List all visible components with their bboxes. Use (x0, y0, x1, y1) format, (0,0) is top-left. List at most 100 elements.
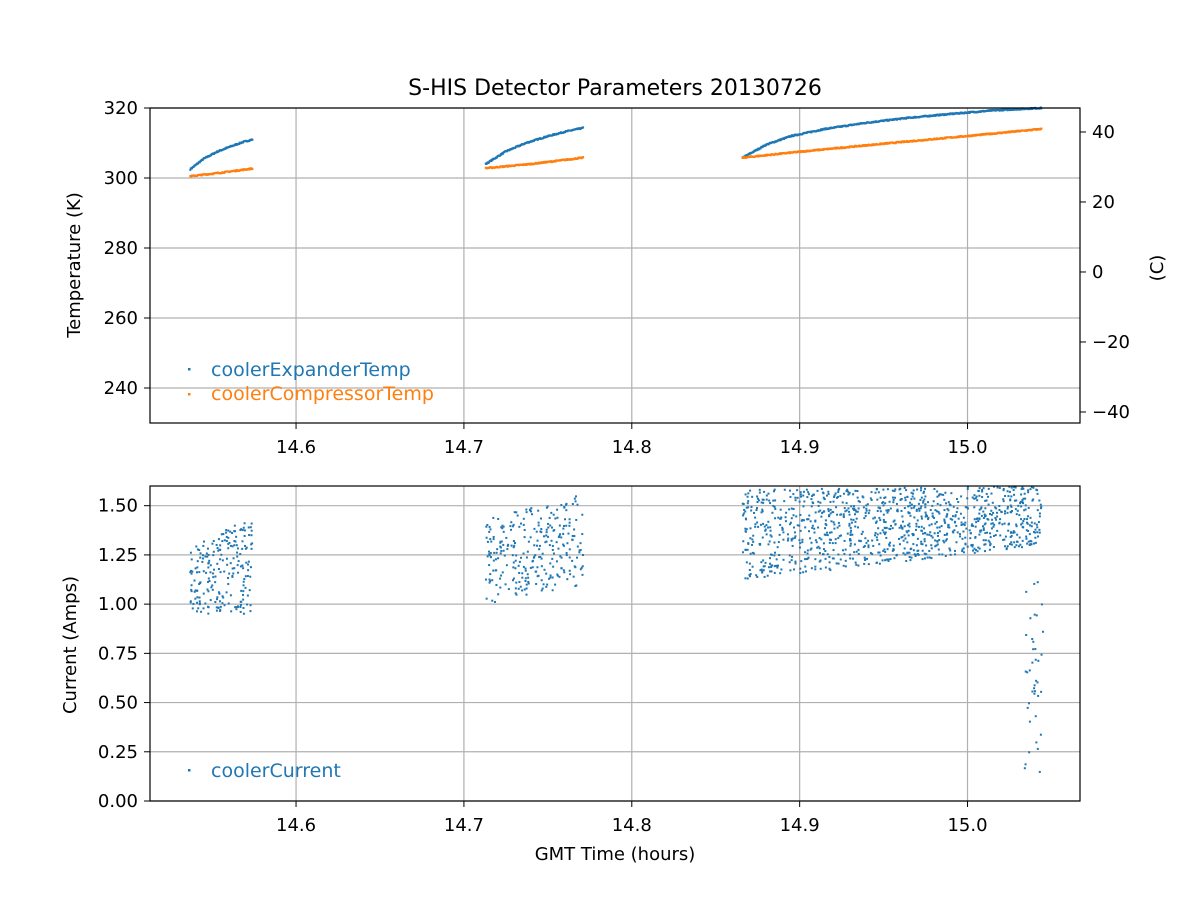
current-point (937, 510, 940, 513)
current-point (875, 536, 878, 539)
current-point (526, 550, 529, 553)
current-point (988, 541, 991, 544)
current-point (189, 601, 192, 604)
current-point (746, 577, 749, 580)
current-point (551, 557, 554, 560)
current-point (756, 507, 758, 510)
current-point (1037, 659, 1040, 662)
current-point (239, 605, 242, 608)
current-point (748, 562, 751, 565)
current-point (990, 522, 993, 525)
current-point (789, 521, 792, 524)
current-point (916, 488, 919, 491)
current-point (1029, 488, 1032, 491)
current-point (788, 561, 791, 564)
current-point (885, 526, 888, 529)
temp-point-coolerExpanderTemp (209, 154, 212, 157)
current-point (851, 557, 854, 560)
current-point (938, 526, 941, 529)
current-point (966, 486, 969, 489)
temp-point-coolerCompressorTemp (840, 147, 843, 150)
current-point (1033, 522, 1036, 525)
current-point (755, 574, 758, 577)
current-point (488, 525, 491, 528)
current-point (551, 544, 554, 547)
current-point (247, 563, 250, 566)
current-point (489, 528, 492, 531)
current-point (999, 518, 1002, 521)
current-point (501, 527, 504, 530)
temp-point-coolerExpanderTemp (927, 115, 930, 118)
current-point (912, 549, 915, 552)
current-point (1026, 518, 1029, 521)
current-point (217, 538, 220, 541)
celsius-y-label: (C) (1147, 255, 1168, 282)
current-y-label: Current (Amps) (60, 576, 81, 714)
current-point (810, 547, 813, 550)
current-point (986, 531, 989, 534)
current-point (571, 538, 574, 541)
current-point (1029, 539, 1032, 542)
current-point (893, 519, 896, 522)
current-point (196, 560, 199, 563)
current-point (882, 513, 885, 516)
current-point (829, 569, 832, 572)
current-point (991, 522, 994, 525)
current-point (791, 537, 794, 540)
current-point (546, 583, 549, 586)
current-point (1022, 526, 1025, 529)
current-point (854, 561, 857, 564)
current-point (751, 538, 754, 541)
current-point (834, 492, 837, 495)
current-point (853, 508, 856, 511)
current-point (877, 527, 880, 530)
current-point (907, 534, 910, 537)
current-point (925, 544, 928, 547)
current-point (1013, 546, 1016, 549)
current-point (558, 535, 561, 538)
current-point (855, 563, 858, 566)
current-point (877, 506, 880, 509)
current-point (841, 501, 844, 504)
current-point (788, 508, 791, 511)
current-point (1027, 489, 1030, 492)
current-point (515, 593, 518, 596)
current-point (949, 549, 952, 552)
current-point (923, 540, 926, 543)
current-point (1024, 504, 1027, 507)
current-point (486, 523, 489, 526)
current-point (984, 539, 987, 542)
current-point (883, 548, 886, 551)
current-point (922, 500, 925, 503)
current-point (915, 525, 918, 528)
current-point (970, 524, 973, 527)
current-point (194, 597, 197, 600)
current-point (201, 554, 204, 557)
current-point (844, 510, 847, 513)
current-point (911, 495, 914, 498)
current-point (862, 546, 865, 549)
current-point (215, 609, 218, 612)
current-point (578, 549, 581, 552)
current-point (861, 530, 864, 533)
current-point (511, 554, 514, 557)
current-point (492, 516, 495, 519)
current-point (793, 526, 796, 529)
current-point (1009, 499, 1012, 502)
current-point (933, 516, 936, 519)
current-point (929, 531, 932, 534)
current-point (976, 517, 979, 520)
current-point (742, 514, 745, 517)
current-point (798, 524, 801, 527)
current-point (953, 520, 956, 523)
current-point (814, 565, 817, 568)
current-point (848, 510, 851, 513)
current-point (245, 561, 248, 564)
current-point (941, 553, 944, 556)
current-point (549, 574, 552, 577)
current-point (545, 531, 548, 534)
current-point (756, 500, 759, 503)
current-point (828, 514, 831, 517)
current-point (199, 556, 202, 559)
current-point (992, 545, 995, 548)
